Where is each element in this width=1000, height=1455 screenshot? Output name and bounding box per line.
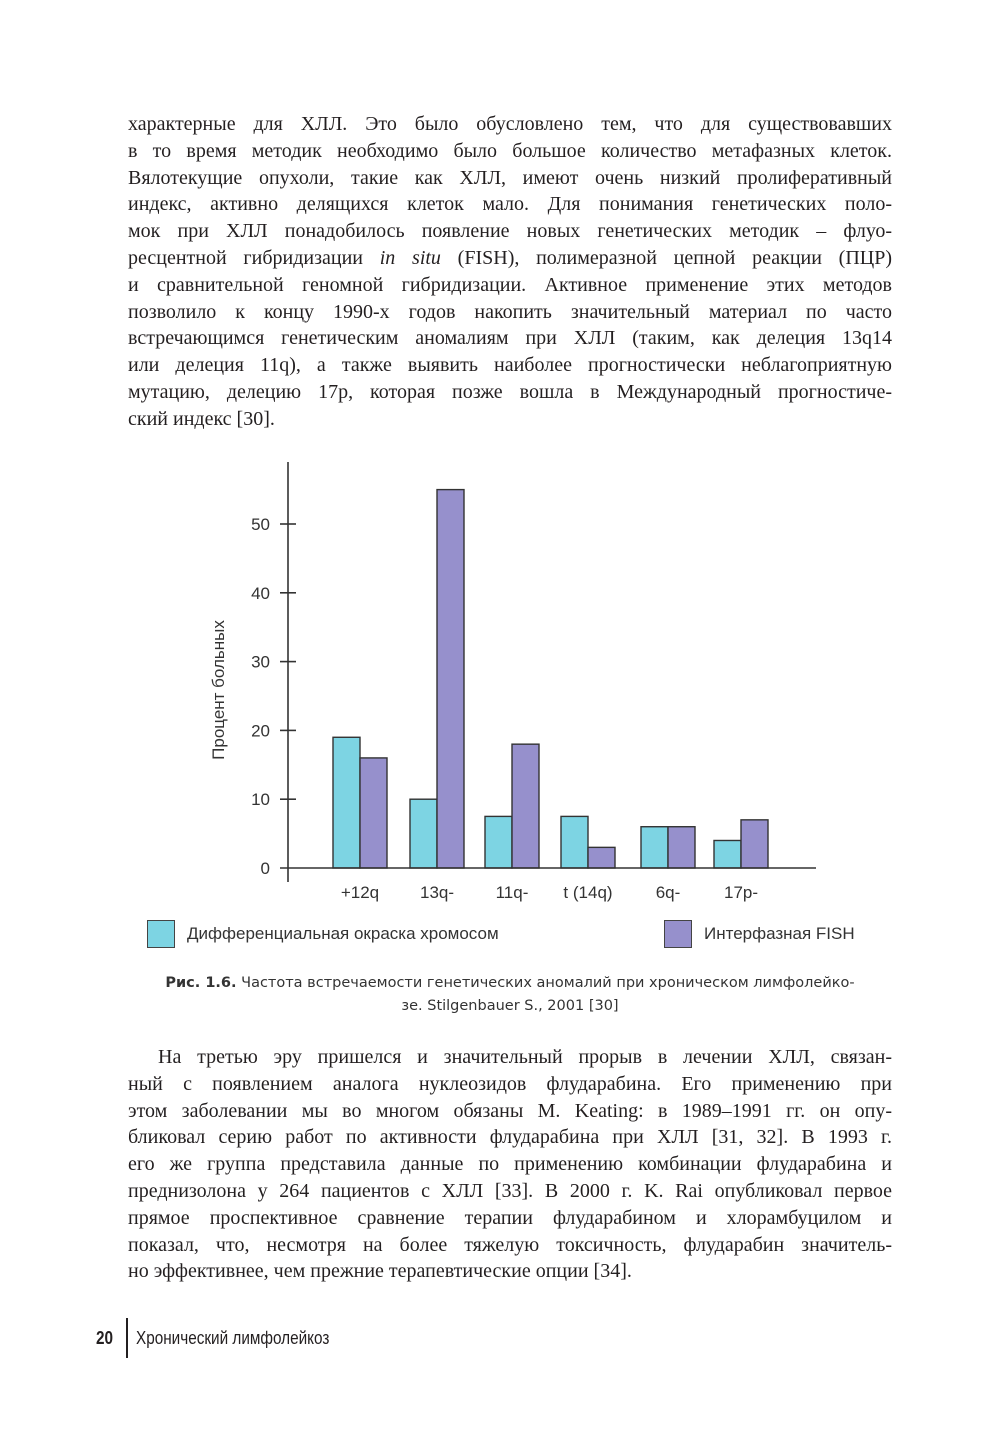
text-line: индекс, активно делящихся клеток мало. Д… [128, 193, 892, 216]
bar-fish [667, 826, 696, 869]
y-axis-label: Процент больных [209, 620, 228, 760]
paragraph-2: На третью эру пришелся и значительный пр… [128, 1044, 892, 1285]
text-line: мутацию, делецию 17p, которая позже вошл… [128, 380, 892, 403]
text-line: ский индекс [30]. [128, 407, 275, 430]
caption-line-2: зе. Stilgenbauer S., 2001 [30] [401, 998, 619, 1014]
page-number: 20 [96, 1327, 114, 1348]
bar-fish [740, 819, 769, 869]
text-line: встречающимся генетическим аномалиям при… [128, 327, 892, 350]
text-segment: ресцентной гибридизации [128, 246, 380, 269]
legend-item-fish: Интерфазная FISH [664, 920, 855, 948]
y-tick-label: 50 [251, 515, 270, 534]
x-category-label: +12q [341, 883, 379, 902]
bar-fish [359, 757, 388, 869]
text-line: ресцентной гибридизации in situ (FISH), … [128, 245, 892, 272]
page-footer: 20 Хронический лимфолейкоз [96, 1318, 363, 1358]
caption-line-1: Частота встречаемости генетических анома… [236, 975, 855, 991]
text-line: прямое проспективное сравнение терапии ф… [128, 1206, 892, 1229]
legend-label: Дифференциальная окраска хромосом [187, 924, 499, 943]
bar-fish [511, 743, 540, 869]
text-line: и сравнительной геномной гибридизации. А… [128, 273, 892, 296]
italic-term: in situ [379, 246, 441, 269]
text-line: ный с появлением аналога нуклеозидов флу… [128, 1072, 892, 1095]
legend-swatch-purple [664, 920, 692, 948]
text-line: позволило к концу 1990-х годов накопить … [128, 300, 892, 323]
y-tick-label: 30 [251, 653, 270, 672]
bar-fish [436, 488, 465, 869]
x-category-label: 17p- [724, 883, 758, 902]
paragraph-1: характерные для ХЛЛ. Это было обусловлен… [128, 111, 892, 433]
x-category-label: 11q- [496, 883, 529, 902]
y-tick-label: 40 [251, 584, 270, 603]
legend-label: Интерфазная FISH [704, 924, 855, 943]
bar-banding [484, 815, 513, 869]
text-line: его же группа представила данные по прим… [128, 1153, 892, 1176]
x-category-label: 6q- [656, 883, 681, 902]
text-line: На третью эру пришелся и значительный пр… [158, 1046, 892, 1068]
footer-divider [126, 1318, 128, 1358]
legend-swatch-cyan [147, 920, 175, 948]
text-line: в то время методик необходимо было больш… [128, 139, 892, 162]
y-tick-label: 0 [261, 859, 270, 878]
y-tick-label: 10 [251, 790, 270, 809]
figure-caption: Рис. 1.6. Частота встречаемости генетиче… [120, 972, 900, 1018]
text-line: бликовал серию работ по активности флуда… [128, 1126, 892, 1149]
running-title: Хронический лимфолейкоз [136, 1327, 330, 1348]
bar-chart: 0 10 20 30 40 50 +12q 13q- 11q-t (14q) 6q- 17p- П… [209, 462, 816, 902]
x-category-label: t (14q) [563, 883, 612, 902]
text-line: характерные для ХЛЛ. Это было обусловлен… [128, 113, 892, 135]
y-tick-label: 20 [251, 721, 270, 740]
bar-banding [713, 839, 742, 869]
text-line: показал, что, несмотря на более тяжелую … [128, 1233, 892, 1256]
text-line: этом заболевании мы во многом обязаны M.… [128, 1099, 892, 1122]
bar-fish [587, 846, 616, 869]
caption-label: Рис. 1.6. [165, 975, 237, 991]
bar-banding [409, 798, 438, 869]
text-line: но эффективнее, чем прежние терапевтичес… [128, 1260, 632, 1283]
text-line: преднизолона у 264 пациентов с ХЛЛ [33].… [128, 1179, 892, 1202]
bar-banding [640, 826, 669, 869]
legend-item-banding: Дифференциальная окраска хромосом [147, 920, 499, 948]
text-segment: (FISH), полимеразной цепной реакции (ПЦР… [440, 246, 893, 269]
text-line: Вялотекущие опухоли, такие как ХЛЛ, имею… [128, 166, 892, 189]
text-line: мок при ХЛЛ понадобилось появление новых… [128, 220, 892, 243]
bar-banding [332, 736, 361, 869]
x-category-label: 13q- [420, 883, 454, 902]
bar-banding [560, 815, 589, 869]
text-line: или делеция 11q), а также выявить наибол… [128, 354, 892, 377]
